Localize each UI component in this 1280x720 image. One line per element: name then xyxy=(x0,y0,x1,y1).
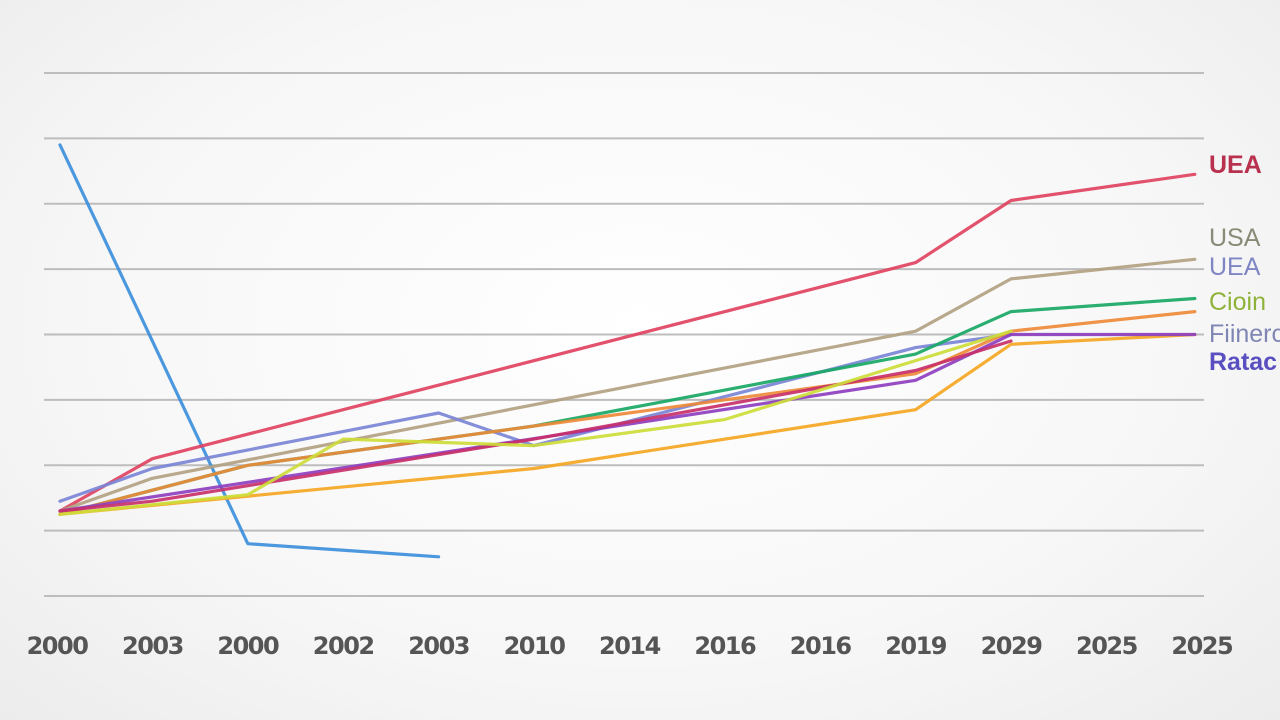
series-line-1 xyxy=(58,143,441,559)
series-label: USA xyxy=(1209,224,1261,252)
series-label: UEA xyxy=(1209,151,1262,179)
series-label: Fiinerc xyxy=(1209,320,1280,348)
x-tick-label: 2025 xyxy=(1171,632,1233,660)
x-tick-label: 2003 xyxy=(122,632,183,660)
x-tick-label: 2025 xyxy=(1076,632,1138,660)
x-tick-label: 2016 xyxy=(694,632,756,660)
x-tick-label: 2000 xyxy=(27,632,89,660)
x-tick-label: 2019 xyxy=(885,632,947,660)
series-label: UEA xyxy=(1209,253,1261,281)
series-line-9 xyxy=(58,339,1013,513)
series-line-2 xyxy=(58,172,1197,513)
x-tick-label: 2002 xyxy=(313,632,374,660)
x-tick-label: 2003 xyxy=(408,632,469,660)
series-line-10 xyxy=(58,329,1013,516)
x-tick-label: 2000 xyxy=(217,632,279,660)
x-tick-label: 2029 xyxy=(981,632,1043,660)
series-line-3 xyxy=(58,257,1197,513)
series-label: Cioin xyxy=(1209,288,1266,316)
series-line-6 xyxy=(58,332,1197,516)
series-label: Ratac xyxy=(1209,348,1277,376)
x-tick-label: 2014 xyxy=(599,632,661,660)
x-tick-label: 2016 xyxy=(790,632,852,660)
series-line-7 xyxy=(58,310,1197,516)
x-tick-label: 2010 xyxy=(504,632,566,660)
